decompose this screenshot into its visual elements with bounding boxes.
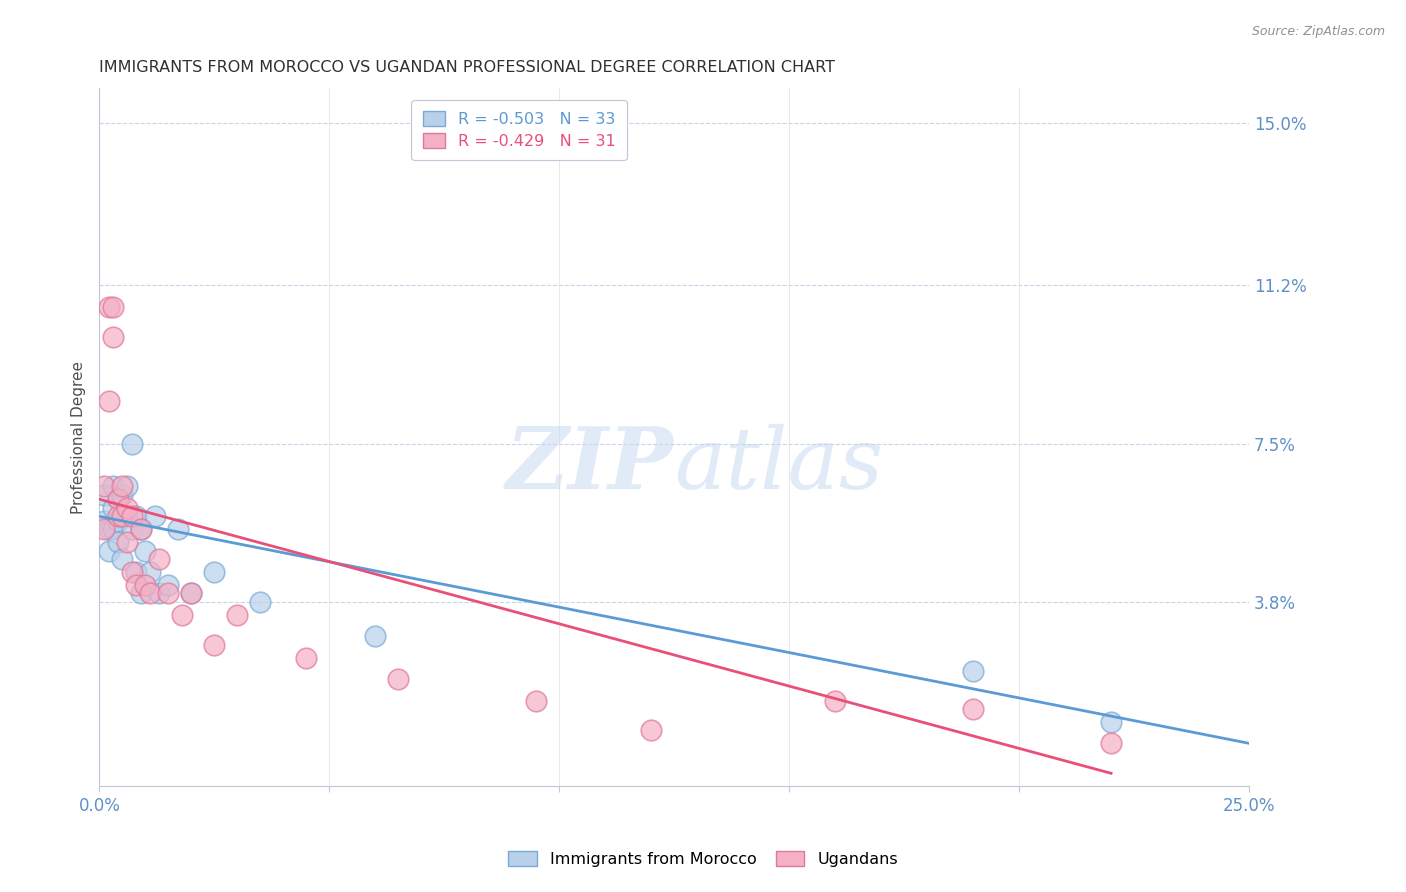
Point bbox=[93, 514, 115, 528]
Point bbox=[121, 565, 143, 579]
Point bbox=[148, 552, 170, 566]
Point bbox=[125, 578, 148, 592]
Point bbox=[129, 522, 152, 536]
Point bbox=[97, 300, 120, 314]
Point bbox=[180, 586, 202, 600]
Point bbox=[107, 535, 129, 549]
Point bbox=[125, 509, 148, 524]
Point bbox=[97, 393, 120, 408]
Point bbox=[107, 492, 129, 507]
Point bbox=[148, 586, 170, 600]
Point bbox=[640, 723, 662, 738]
Point bbox=[157, 586, 180, 600]
Point bbox=[202, 565, 225, 579]
Point bbox=[139, 586, 162, 600]
Point bbox=[134, 543, 156, 558]
Point bbox=[103, 500, 125, 515]
Point bbox=[115, 500, 138, 515]
Legend: Immigrants from Morocco, Ugandans: Immigrants from Morocco, Ugandans bbox=[502, 845, 904, 873]
Y-axis label: Professional Degree: Professional Degree bbox=[72, 360, 86, 514]
Point bbox=[295, 650, 318, 665]
Point bbox=[97, 543, 120, 558]
Point bbox=[111, 479, 134, 493]
Point bbox=[139, 565, 162, 579]
Point bbox=[97, 522, 120, 536]
Point bbox=[125, 565, 148, 579]
Point bbox=[107, 492, 129, 507]
Point bbox=[103, 522, 125, 536]
Text: atlas: atlas bbox=[675, 424, 883, 507]
Point bbox=[103, 329, 125, 343]
Point bbox=[115, 535, 138, 549]
Point bbox=[962, 664, 984, 678]
Point bbox=[524, 693, 547, 707]
Point bbox=[103, 300, 125, 314]
Point bbox=[121, 436, 143, 450]
Point bbox=[134, 578, 156, 592]
Point bbox=[962, 702, 984, 716]
Point bbox=[249, 595, 271, 609]
Point bbox=[824, 693, 846, 707]
Text: ZIP: ZIP bbox=[506, 424, 675, 507]
Point bbox=[93, 522, 115, 536]
Point bbox=[115, 509, 138, 524]
Point bbox=[180, 586, 202, 600]
Point bbox=[202, 638, 225, 652]
Point bbox=[364, 629, 387, 643]
Point bbox=[121, 509, 143, 524]
Point bbox=[172, 607, 194, 622]
Point bbox=[107, 514, 129, 528]
Point bbox=[111, 509, 134, 524]
Point bbox=[107, 509, 129, 524]
Point bbox=[143, 509, 166, 524]
Point bbox=[121, 522, 143, 536]
Point bbox=[93, 479, 115, 493]
Point bbox=[103, 479, 125, 493]
Point bbox=[1099, 714, 1122, 729]
Point bbox=[115, 479, 138, 493]
Point bbox=[157, 578, 180, 592]
Text: Source: ZipAtlas.com: Source: ZipAtlas.com bbox=[1251, 25, 1385, 38]
Text: IMMIGRANTS FROM MOROCCO VS UGANDAN PROFESSIONAL DEGREE CORRELATION CHART: IMMIGRANTS FROM MOROCCO VS UGANDAN PROFE… bbox=[100, 60, 835, 75]
Point bbox=[1099, 736, 1122, 750]
Point bbox=[111, 552, 134, 566]
Point bbox=[111, 488, 134, 502]
Point bbox=[111, 509, 134, 524]
Point bbox=[166, 522, 188, 536]
Point bbox=[129, 522, 152, 536]
Point bbox=[129, 586, 152, 600]
Legend: R = -0.503   N = 33, R = -0.429   N = 31: R = -0.503 N = 33, R = -0.429 N = 31 bbox=[412, 100, 627, 160]
Point bbox=[93, 488, 115, 502]
Point bbox=[226, 607, 249, 622]
Point bbox=[387, 672, 409, 686]
